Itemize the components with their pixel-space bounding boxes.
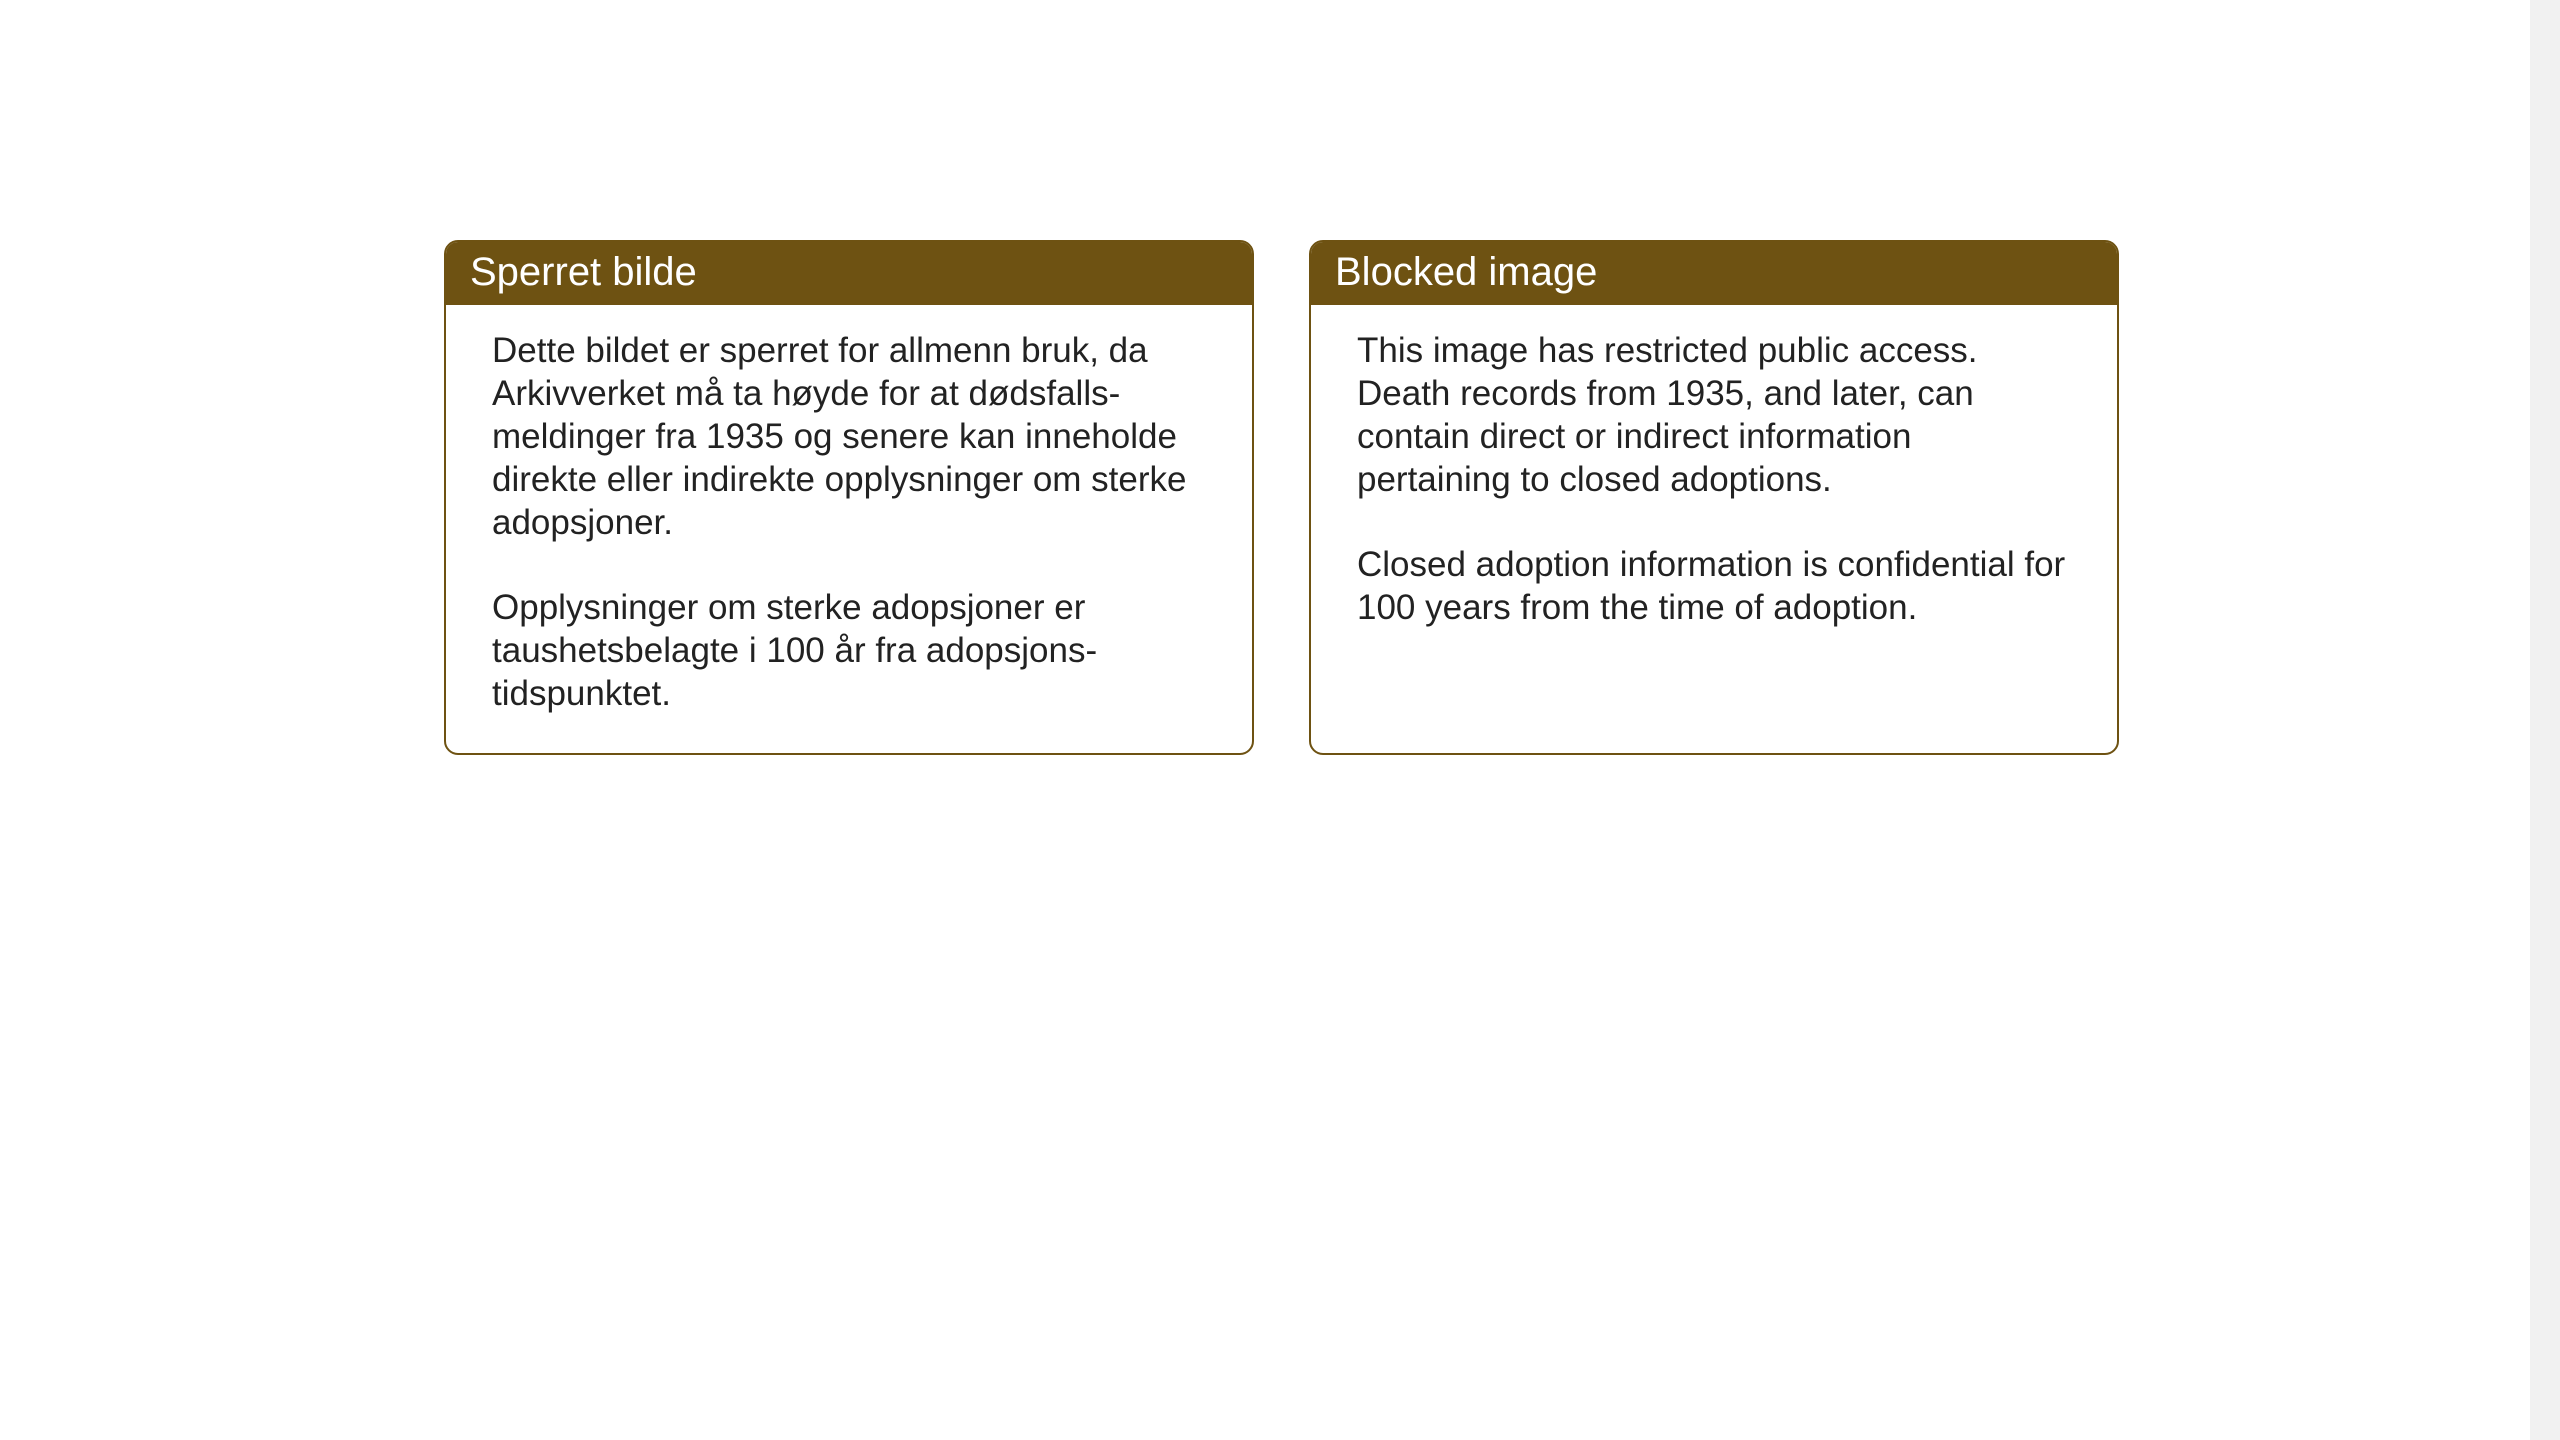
- norwegian-paragraph-2: Opplysninger om sterke adopsjoner er tau…: [492, 586, 1206, 715]
- scrollbar-track[interactable]: [2530, 0, 2560, 1440]
- english-paragraph-2: Closed adoption information is confident…: [1357, 543, 2071, 629]
- notice-card-english: Blocked image This image has restricted …: [1309, 240, 2119, 755]
- card-title-norwegian: Sperret bilde: [470, 250, 697, 294]
- english-paragraph-1: This image has restricted public access.…: [1357, 329, 2071, 501]
- notice-card-norwegian: Sperret bilde Dette bildet er sperret fo…: [444, 240, 1254, 755]
- card-title-english: Blocked image: [1335, 250, 1597, 294]
- card-body-norwegian: Dette bildet er sperret for allmenn bruk…: [446, 305, 1252, 753]
- notice-container: Sperret bilde Dette bildet er sperret fo…: [0, 0, 2560, 755]
- card-header-norwegian: Sperret bilde: [446, 242, 1252, 305]
- card-header-english: Blocked image: [1311, 242, 2117, 305]
- card-body-english: This image has restricted public access.…: [1311, 305, 2117, 667]
- norwegian-paragraph-1: Dette bildet er sperret for allmenn bruk…: [492, 329, 1206, 544]
